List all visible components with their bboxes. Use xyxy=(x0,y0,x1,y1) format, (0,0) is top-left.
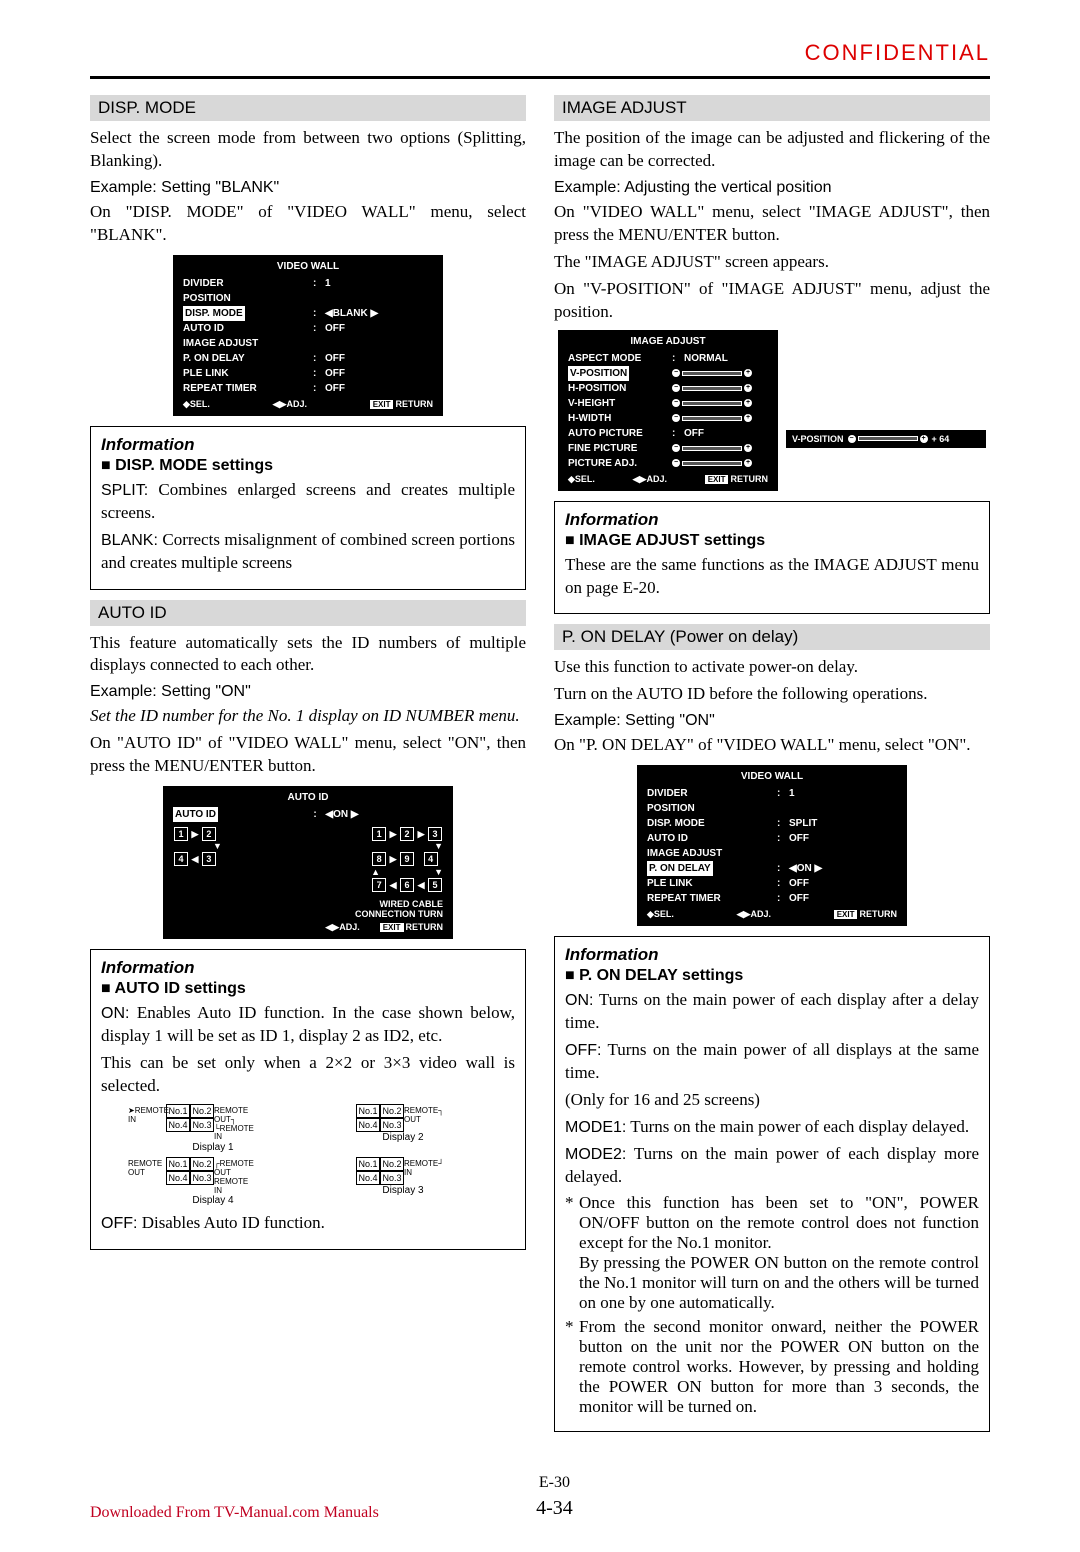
disp-mode-p1: Select the screen mode from between two … xyxy=(90,127,526,173)
auto-id-head: AUTO ID xyxy=(90,600,526,626)
auto-id-p2: On "AUTO ID" of "VIDEO WALL" menu, selec… xyxy=(90,732,526,778)
info-auto-id: Information AUTO ID settings ON: Enables… xyxy=(90,949,526,1250)
info4-title: Information xyxy=(565,945,979,965)
info3-p1: These are the same functions as the IMAG… xyxy=(565,554,979,600)
info1-title: Information xyxy=(101,435,515,455)
ia-p3: The "IMAGE ADJUST" screen appears. xyxy=(554,251,990,274)
info2-on: ON: Enables Auto ID function. In the cas… xyxy=(101,1002,515,1048)
vw2-adj: ◀▶ADJ. xyxy=(737,909,771,920)
auto-id-menu: AUTO ID AUTO ID :◀ON ▶ 1 ▶ 2 ▼ 4 ◀ 3 1 ▶… xyxy=(163,786,453,939)
video-wall-menu-1: VIDEO WALL DIVIDER:1POSITIONDISP. MODE:◀… xyxy=(173,255,443,416)
image-adjust-head: IMAGE ADJUST xyxy=(554,95,990,121)
info1-blank: BLANK: Corrects misalignment of combined… xyxy=(101,529,515,575)
info1-split: SPLIT: Combines enlarged screens and cre… xyxy=(101,479,515,525)
vw1-adj: ◀▶ADJ. xyxy=(273,399,307,410)
autoid-exit: EXIT xyxy=(380,923,404,932)
iam-adj: ◀▶ADJ. xyxy=(633,474,667,485)
image-adjust-panel: IMAGE ADJUST ASPECT MODE:NORMALV-POSITIO… xyxy=(554,330,990,491)
pon-delay-head: P. ON DELAY (Power on delay) xyxy=(554,624,990,650)
iam-sel: ◆SEL. xyxy=(568,474,595,485)
info-pon-delay: Information P. ON DELAY settings ON: Tur… xyxy=(554,936,990,1432)
info2-p2: This can be set only when a 2×2 or 3×3 v… xyxy=(101,1052,515,1098)
disp-mode-head: DISP. MODE xyxy=(90,95,526,121)
info4-note2: From the second monitor onward, neither … xyxy=(565,1317,979,1417)
auto-id-p1: This feature automatically sets the ID n… xyxy=(90,632,526,678)
info-disp-mode: Information DISP. MODE settings SPLIT: C… xyxy=(90,426,526,590)
vw1-sel: ◆SEL. xyxy=(183,399,210,410)
info2-off: OFF: Disables Auto ID function. xyxy=(101,1212,515,1235)
vw1-return: RETURN xyxy=(395,399,433,409)
ia-p4: On "V-POSITION" of "IMAGE ADJUST" menu, … xyxy=(554,278,990,324)
pon-p2: Turn on the AUTO ID before the following… xyxy=(554,683,990,706)
video-wall-menu-2: VIDEO WALL DIVIDER:1POSITIONDISP. MODE:S… xyxy=(637,765,907,926)
iam-title: IMAGE ADJUST xyxy=(568,336,768,347)
wired-cable: WIRED CABLE xyxy=(173,899,443,909)
vw1-exit-badge: EXIT xyxy=(370,400,394,409)
info4-off: OFF: Turns on the main power of all disp… xyxy=(565,1039,979,1085)
page-number: E-30 4-34 xyxy=(379,1472,730,1522)
info4-m1: MODE1: Turns on the main power of each d… xyxy=(565,1116,979,1139)
side-vpos-val: + 64 xyxy=(932,434,950,444)
pon-p3: On "P. ON DELAY" of "VIDEO WALL" menu, s… xyxy=(554,734,990,757)
auto-id-example: Example: Setting "ON" xyxy=(90,683,526,701)
display-diagram: ➤REMOTEIN No.1No.2 No.4No.3 REMOTEOUT┐└R… xyxy=(128,1104,488,1206)
confidential-label: CONFIDENTIAL xyxy=(90,40,990,66)
info-image-adjust: Information IMAGE ADJUST settings These … xyxy=(554,501,990,615)
ia-p2: On "VIDEO WALL" menu, select "IMAGE ADJU… xyxy=(554,201,990,247)
disp-mode-p2: On "DISP. MODE" of "VIDEO WALL" menu, se… xyxy=(90,201,526,247)
disp-mode-example: Example: Setting "BLANK" xyxy=(90,179,526,197)
info3-title: Information xyxy=(565,510,979,530)
info4-on: ON: Turns on the main power of each disp… xyxy=(565,989,979,1035)
vw1-title: VIDEO WALL xyxy=(183,261,433,272)
info4-note1: Once this function has been set to "ON",… xyxy=(565,1193,979,1313)
info1-sub: DISP. MODE settings xyxy=(101,457,515,475)
connection-turn: CONNECTION TURN xyxy=(173,909,443,919)
autoid-val: ◀ON ▶ xyxy=(325,807,358,822)
info4-sub: P. ON DELAY settings xyxy=(565,967,979,985)
download-link[interactable]: Downloaded From TV-Manual.com Manuals xyxy=(90,1504,379,1522)
info3-sub: IMAGE ADJUST settings xyxy=(565,532,979,550)
autoid-lbl: AUTO ID xyxy=(173,807,218,822)
side-vpos: V-POSITION xyxy=(792,434,844,444)
pon-example: Example: Setting "ON" xyxy=(554,712,990,730)
auto-id-setnote: Set the ID number for the No. 1 display … xyxy=(90,705,526,728)
autoid-ret: RETURN xyxy=(406,922,444,932)
vw2-sel: ◆SEL. xyxy=(647,909,674,920)
top-rule xyxy=(90,76,990,79)
info2-title: Information xyxy=(101,958,515,978)
pon-p1: Use this function to activate power-on d… xyxy=(554,656,990,679)
info4-m2: MODE2: Turns on the main power of each d… xyxy=(565,1143,979,1189)
autoid-adj: ◀▶ADJ. xyxy=(325,922,359,933)
ia-p1: The position of the image can be adjuste… xyxy=(554,127,990,173)
vw2-title: VIDEO WALL xyxy=(647,771,897,782)
ia-example: Example: Adjusting the vertical position xyxy=(554,179,990,197)
autoid-title: AUTO ID xyxy=(173,792,443,803)
info4-only: (Only for 16 and 25 screens) xyxy=(565,1089,979,1112)
info2-sub: AUTO ID settings xyxy=(101,980,515,998)
